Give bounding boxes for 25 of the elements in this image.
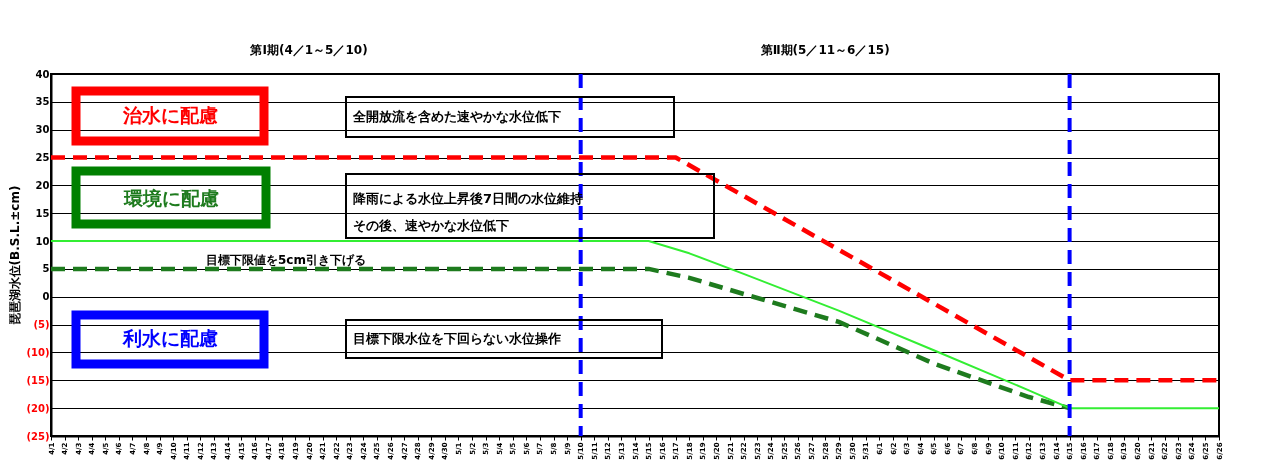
y-tick-label: 20: [35, 179, 50, 191]
annotation: 利水に配慮: [121, 327, 218, 349]
y-tick-label: (10): [26, 346, 50, 358]
y-tick-label: (5): [33, 319, 50, 331]
y-tick-label: (20): [26, 402, 50, 414]
y-tick-label: (15): [26, 374, 50, 386]
y-axis-title: 琵琶湖水位(B.S.L.±cm): [8, 185, 23, 326]
annotation: 環境に配慮: [122, 187, 219, 209]
y-tick-label: 40: [35, 68, 50, 80]
annotation: 降雨による水位上昇後7日間の水位維持: [353, 191, 584, 206]
y-tick-label: 5: [42, 263, 50, 275]
annotation: 目標下限値を5cm引き下げる: [206, 253, 366, 267]
y-tick-label: 35: [35, 96, 50, 108]
y-tick-label: 15: [35, 207, 50, 219]
y-tick-label: 0: [42, 291, 50, 303]
text: 第Ⅱ期(5／11～6／15): [759, 43, 890, 57]
annotation: 目標下限水位を下回らない水位操作: [353, 331, 561, 346]
y-tick-label: 30: [35, 124, 50, 136]
annotation: 治水に配慮: [121, 104, 218, 126]
y-tick-label: (25): [26, 430, 50, 442]
y-tick-label: 25: [35, 152, 50, 164]
text: 第Ⅰ期(4／1～5／10): [249, 43, 368, 57]
y-tick-label: 10: [35, 235, 50, 247]
annotation: 全開放流を含めた速やかな水位低下: [352, 109, 561, 124]
annotation: その後、速やかな水位低下: [353, 218, 509, 233]
